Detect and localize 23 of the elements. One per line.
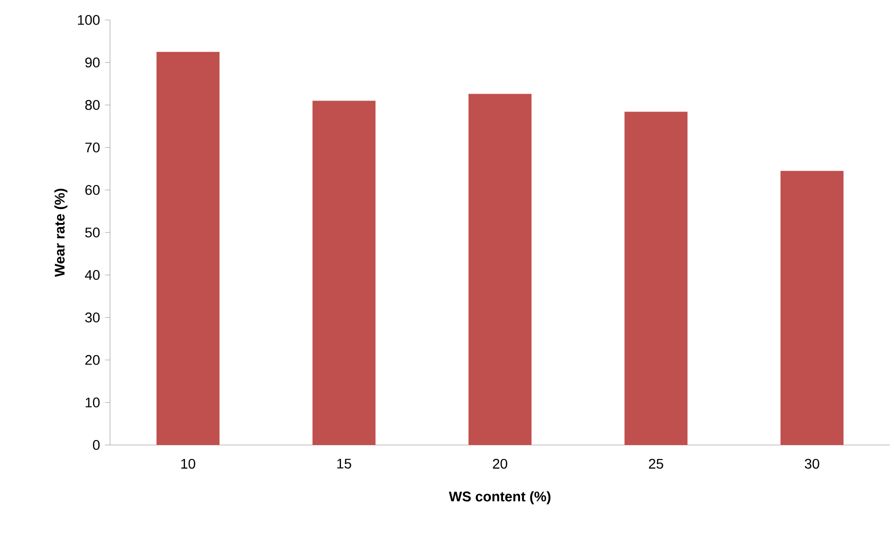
y-tick-label: 80 (85, 100, 100, 110)
bar (624, 112, 688, 445)
bar (312, 100, 376, 445)
x-tick-label: 30 (804, 458, 820, 469)
bar (780, 170, 844, 445)
y-tick-label: 50 (85, 228, 100, 238)
x-axis-title: WS content (%) (448, 491, 550, 504)
y-tick-label: 10 (86, 398, 100, 408)
y-tick-label: 20 (85, 355, 100, 365)
x-tick-label: 10 (181, 458, 196, 469)
y-tick-label: 90 (85, 58, 100, 68)
y-tick-label: 0 (92, 440, 100, 450)
y-tick-label: 70 (85, 142, 100, 152)
x-tick-label: 20 (492, 458, 508, 469)
bar (156, 52, 220, 445)
bar (468, 94, 532, 445)
y-tick-label: 60 (85, 185, 100, 195)
y-tick-label: 100 (78, 15, 100, 25)
x-tick-label: 25 (648, 458, 664, 469)
x-tick-label: 15 (337, 458, 352, 469)
y-axis-title: Wear rate (%) (54, 188, 68, 277)
y-tick-label: 40 (84, 270, 100, 280)
y-tick-label: 30 (85, 312, 100, 322)
